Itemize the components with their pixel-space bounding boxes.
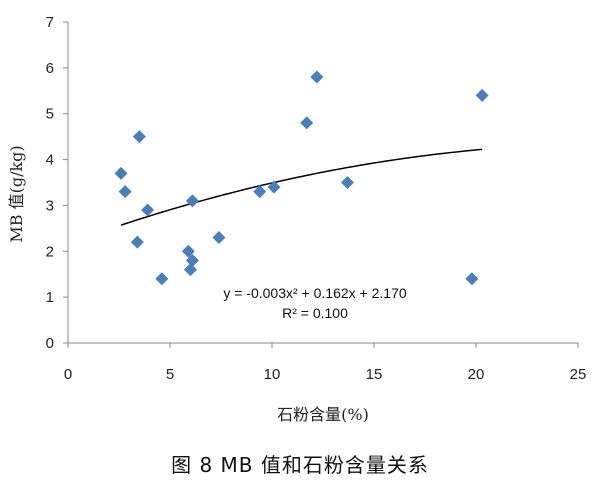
data-point bbox=[155, 272, 169, 286]
data-point bbox=[118, 185, 132, 199]
data-point bbox=[340, 176, 354, 189]
data-point bbox=[141, 203, 155, 217]
data-point bbox=[310, 70, 324, 84]
data-point bbox=[253, 185, 267, 199]
y-tick-label: 1 bbox=[46, 289, 54, 306]
data-point bbox=[267, 180, 281, 194]
x-axis-title: 石粉含量(%) bbox=[277, 405, 369, 424]
scatter-chart: 0 1 2 3 4 5 6 7 0 5 10 15 20 25 y = -0.003x² + 0.162x… bbox=[7, 14, 587, 424]
x-tick-label: 15 bbox=[366, 366, 383, 383]
data-point bbox=[183, 263, 197, 277]
trendline bbox=[120, 148, 483, 226]
r-squared-label: R² = 0.100 bbox=[282, 305, 348, 321]
data-point bbox=[130, 235, 144, 249]
y-tick-label: 3 bbox=[46, 197, 54, 214]
y-tick-label: 2 bbox=[46, 243, 54, 260]
tick-labels: 0 1 2 3 4 5 6 7 0 5 10 15 20 25 bbox=[46, 14, 587, 383]
axes bbox=[63, 21, 579, 348]
x-tick-label: 10 bbox=[264, 366, 281, 383]
x-tick-label: 25 bbox=[570, 366, 587, 383]
data-point bbox=[185, 253, 199, 267]
y-tick-label: 5 bbox=[46, 106, 54, 123]
x-tick-label: 0 bbox=[64, 366, 72, 383]
x-tick-label: 5 bbox=[166, 366, 174, 383]
data-point bbox=[185, 194, 199, 208]
x-tick-label: 20 bbox=[468, 366, 485, 383]
data-point bbox=[132, 130, 146, 144]
y-tick-label: 6 bbox=[46, 60, 54, 77]
data-point bbox=[475, 88, 489, 102]
y-tick-label: 4 bbox=[46, 152, 54, 169]
y-axis-title: MB 值(g/kg) bbox=[7, 145, 26, 242]
data-point bbox=[114, 166, 128, 180]
data-point bbox=[300, 116, 314, 130]
y-tick-label: 7 bbox=[46, 14, 54, 31]
data-points bbox=[114, 70, 489, 286]
data-point bbox=[465, 272, 479, 286]
figure-caption: 图 8 MB 值和石粉含量关系 bbox=[171, 453, 429, 477]
trendline-equation: y = -0.003x² + 0.162x + 2.170 bbox=[223, 285, 407, 301]
y-tick-label: 0 bbox=[46, 335, 54, 352]
data-point bbox=[212, 231, 226, 245]
data-point bbox=[181, 244, 195, 258]
trendline-group bbox=[120, 148, 483, 226]
